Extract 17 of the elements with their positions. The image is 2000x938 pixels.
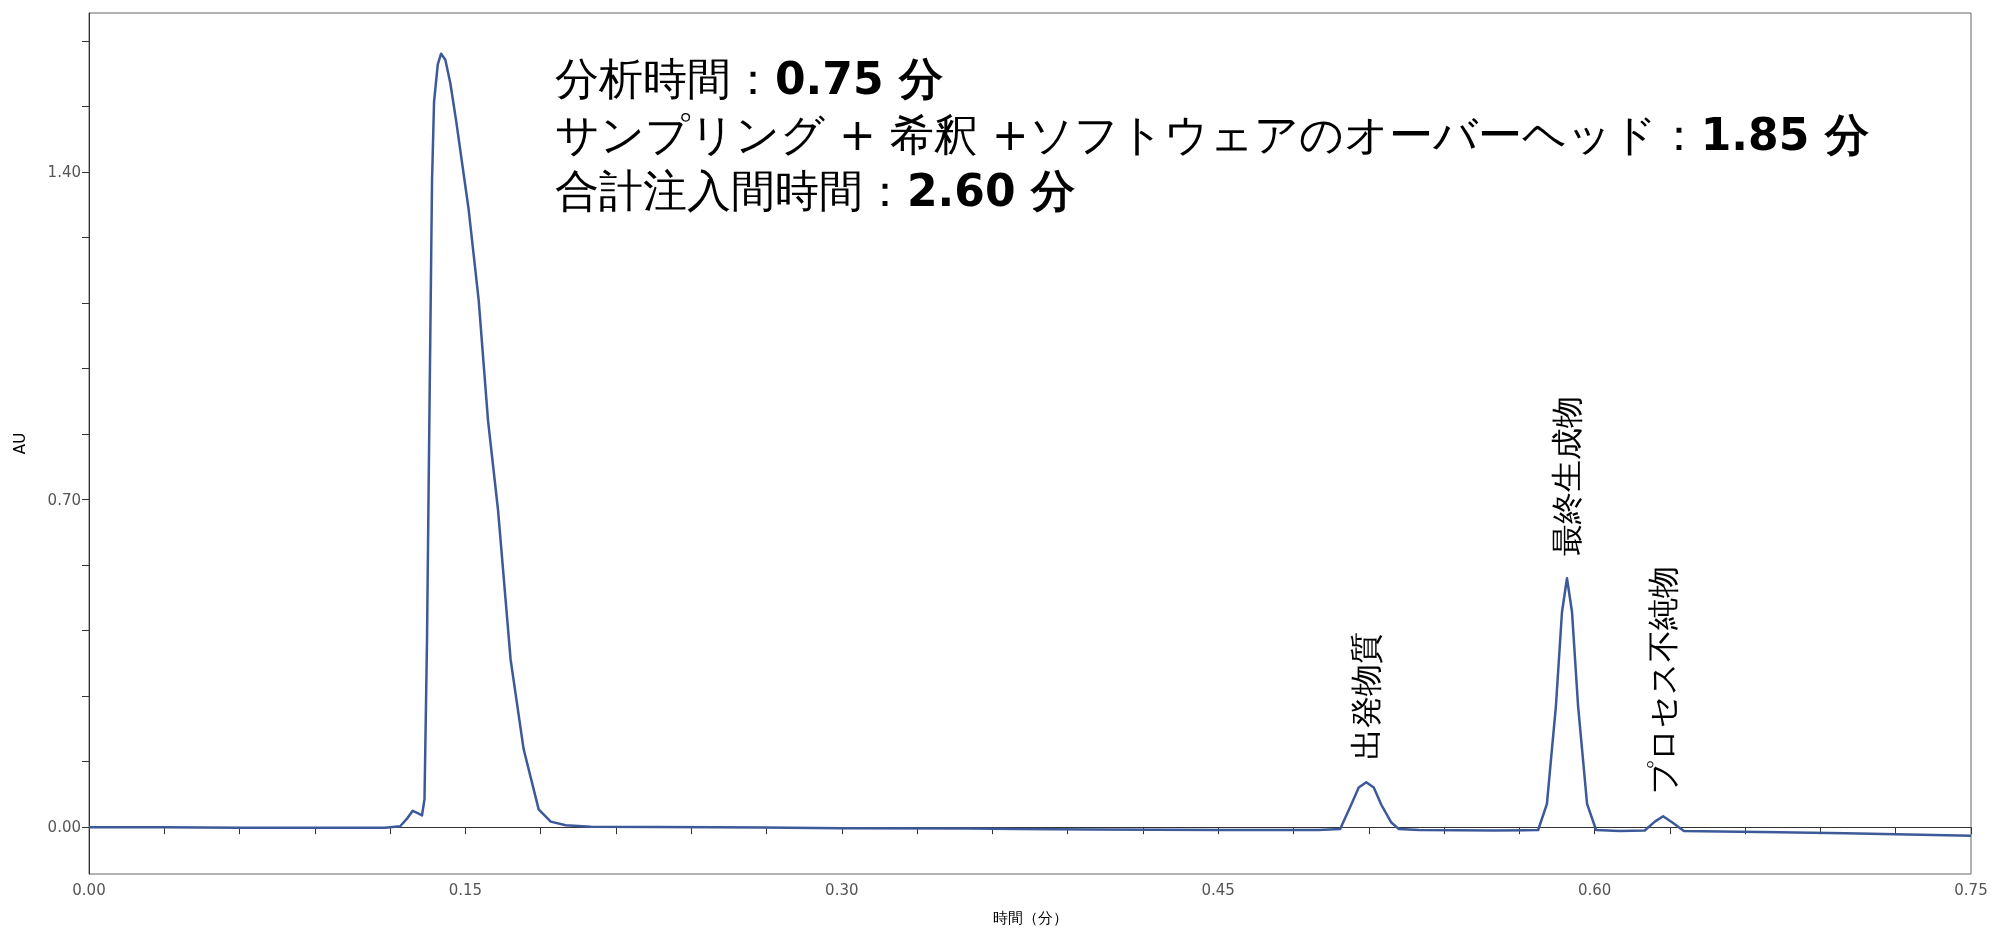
x-tick-label: 0.30	[825, 880, 859, 899]
y-tick-label: 0.00	[47, 818, 81, 837]
x-tick-label: 0.00	[72, 880, 106, 899]
x-tick-label: 0.60	[1577, 880, 1612, 899]
annotation: 最終生成物	[1548, 396, 1586, 557]
annotation: 出発物質	[1347, 632, 1386, 761]
annotation: 分析時間：0.75 分	[555, 52, 943, 104]
annotation: 合計注入間時間：2.60 分	[555, 164, 1075, 216]
x-tick-label: 0.15	[448, 880, 483, 899]
x-tick-label: 0.45	[1201, 880, 1235, 899]
y-tick-label: 1.40	[47, 163, 81, 182]
y-tick-label: 0.70	[47, 490, 81, 509]
annotation: サンプリング + 希釈 +ソフトウェアのオーバーヘッド：1.85 分	[555, 108, 1869, 160]
x-axis-title: 時間（分）	[992, 908, 1068, 927]
x-tick-label: 0.75	[1954, 880, 1988, 899]
annotation: プロセス不純物	[1644, 566, 1683, 795]
y-axis-title: AU	[10, 432, 29, 455]
